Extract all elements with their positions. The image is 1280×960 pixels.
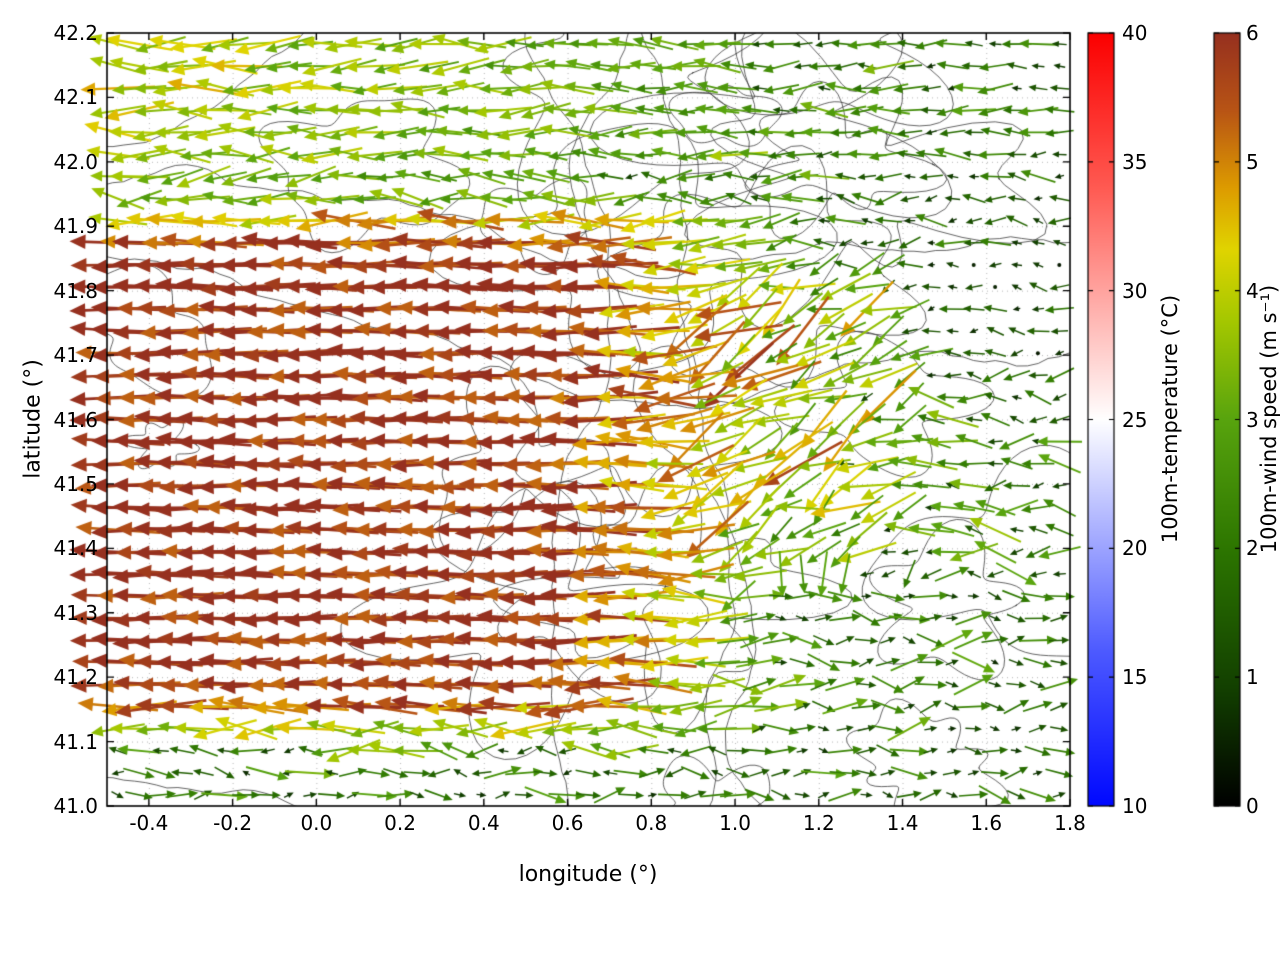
x-axis-title: longitude (°) xyxy=(518,862,658,887)
x-tick-label: 0.8 xyxy=(635,811,668,835)
windspeed-cb-tick-label: 3 xyxy=(1246,407,1259,432)
temperature-cb-tick-label: 20 xyxy=(1122,536,1148,561)
windspeed-cb-tick-label: 1 xyxy=(1246,665,1259,690)
y-axis-title: latitude (°) xyxy=(20,359,46,479)
temperature-cb-tick-label: 25 xyxy=(1122,407,1148,432)
y-tick-label: 41.2 xyxy=(53,665,98,690)
y-tick-label: 41.8 xyxy=(53,278,98,303)
temperature-cb-tick-label: 15 xyxy=(1122,665,1148,690)
y-tick-label: 41.7 xyxy=(53,343,98,368)
x-tick-label: 1.6 xyxy=(970,811,1003,835)
x-tick-label: 0.4 xyxy=(467,811,500,835)
windspeed-cb-tick-label: 6 xyxy=(1246,21,1259,45)
windspeed-colorbar-title: 100m-wind speed (m s⁻¹) xyxy=(1257,284,1280,554)
temperature-cb-tick-label: 10 xyxy=(1122,794,1148,818)
windspeed-cb-tick-label: 4 xyxy=(1246,278,1259,303)
y-tick-label: 42.1 xyxy=(53,85,98,110)
y-tick-label: 41.5 xyxy=(53,471,98,496)
windspeed-cb-tick-label: 5 xyxy=(1246,149,1259,174)
y-tick-label: 41.4 xyxy=(53,536,98,561)
x-tick-label: -0.4 xyxy=(129,811,169,835)
y-tick-label: 42.2 xyxy=(53,21,98,45)
temperature-cb-tick-label: 30 xyxy=(1122,278,1148,303)
x-tick-label: 0.2 xyxy=(384,811,416,835)
x-tick-label: 0.0 xyxy=(300,811,333,835)
windspeed-cb-tick-label: 0 xyxy=(1246,794,1259,818)
windspeed-cb-tick-label: 2 xyxy=(1246,536,1259,561)
temperature-cb-tick-label: 35 xyxy=(1122,149,1148,174)
y-tick-label: 42.0 xyxy=(53,149,98,174)
x-tick-label: 1.2 xyxy=(802,811,835,835)
x-tick-label: -0.2 xyxy=(213,811,253,835)
x-tick-label: 1.8 xyxy=(1054,811,1086,835)
x-tick-label: 1.4 xyxy=(886,811,919,835)
temperature-colorbar-title: 100m-temperature (°C) xyxy=(1158,294,1182,544)
y-tick-label: 41.3 xyxy=(53,600,98,625)
y-tick-label: 41.1 xyxy=(53,729,98,754)
y-tick-label: 41.6 xyxy=(53,407,98,432)
y-tick-label: 41.0 xyxy=(53,794,98,818)
x-tick-label: 1.0 xyxy=(719,811,751,835)
x-tick-label: 0.6 xyxy=(551,811,584,835)
y-tick-label: 41.9 xyxy=(53,214,98,239)
temperature-cb-tick-label: 40 xyxy=(1122,21,1148,45)
